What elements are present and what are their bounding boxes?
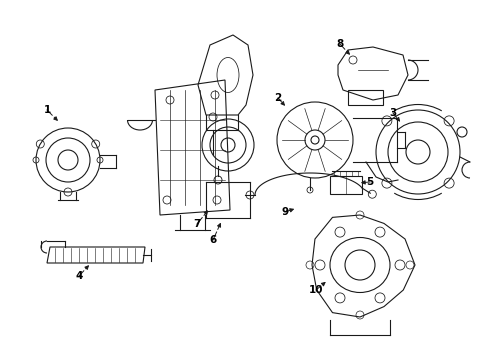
Text: 4: 4 <box>75 271 82 281</box>
Text: 3: 3 <box>388 108 396 118</box>
Text: 2: 2 <box>274 93 281 103</box>
Text: 10: 10 <box>308 285 323 295</box>
Text: 9: 9 <box>281 207 288 217</box>
Text: 1: 1 <box>43 105 51 115</box>
Text: 6: 6 <box>209 235 216 245</box>
Text: 7: 7 <box>193 219 200 229</box>
Text: 5: 5 <box>366 177 373 187</box>
Text: 8: 8 <box>336 39 343 49</box>
